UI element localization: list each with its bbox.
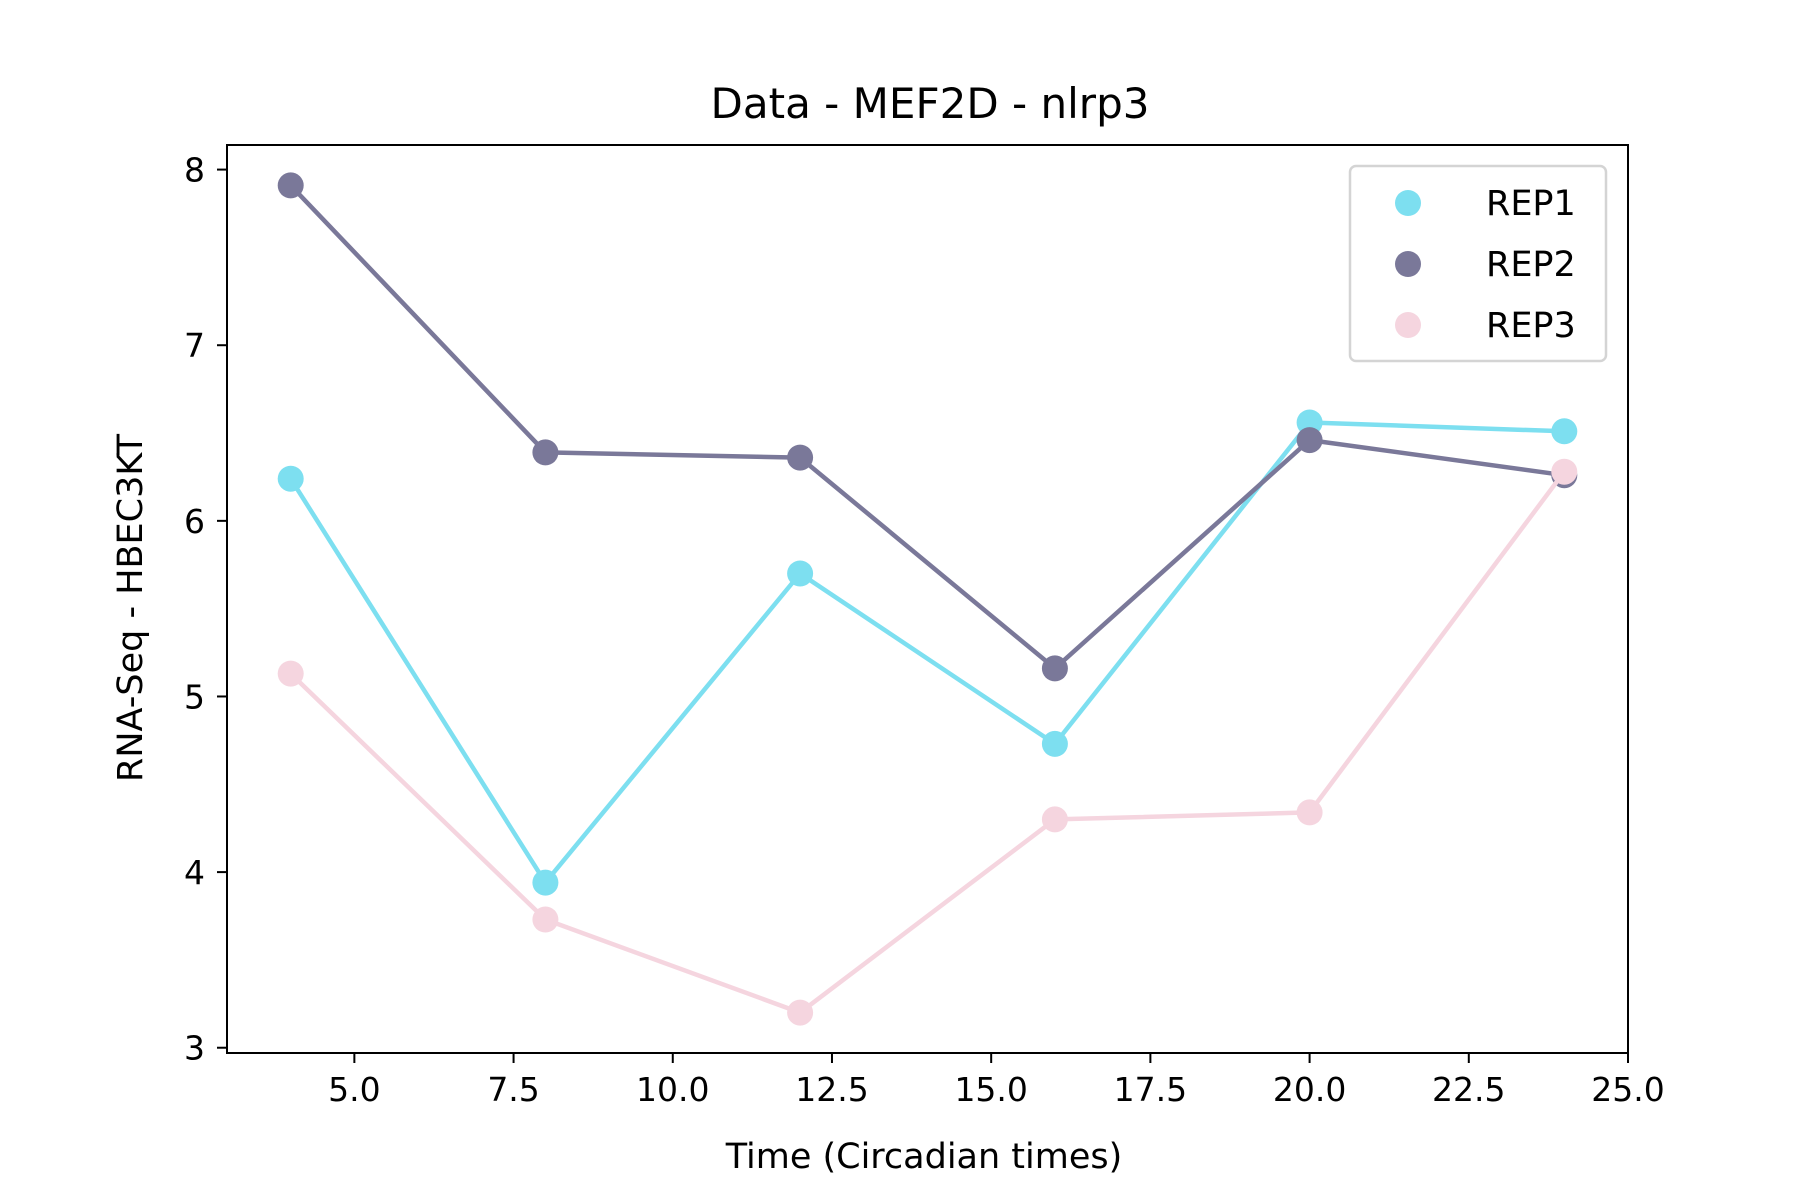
- legend-label-rep3: REP3: [1486, 306, 1576, 346]
- x-tick-label: 25.0: [1591, 1070, 1664, 1109]
- x-tick-label: 10.0: [636, 1070, 709, 1109]
- data-point-rep1: [1551, 418, 1578, 445]
- series-line-rep2: [289, 183, 1565, 671]
- y-tick-label: 4: [184, 853, 205, 892]
- x-tick-label: 7.5: [487, 1070, 539, 1109]
- data-point-rep1: [1041, 730, 1068, 757]
- series-line-rep1: [288, 420, 1565, 885]
- series-line-rep3: [289, 470, 1567, 1015]
- axes-frame: [226, 144, 1629, 1054]
- axes: 5.0 7.5 10.0 12.5 15.0 17.5 20.0 22.5 25.0 3 4 5 6 7 8: [184, 144, 1665, 1109]
- data-point-rep3: [1296, 799, 1323, 826]
- x-tick-label: 12.5: [795, 1070, 868, 1109]
- legend-box: [1348, 164, 1608, 363]
- y-tick-label: 6: [184, 502, 205, 541]
- y-tick-label: 8: [184, 151, 205, 190]
- x-axis-label: Time (Circadian times): [725, 1137, 1123, 1177]
- data-point-rep1: [532, 869, 559, 896]
- data-point-rep2: [1041, 655, 1068, 682]
- data-point-rep2: [1296, 427, 1323, 454]
- chart-title: Data - MEF2D - nlrp3: [711, 79, 1150, 128]
- data-point-rep3: [1551, 458, 1578, 485]
- y-tick-label: 7: [184, 326, 205, 365]
- data-point-rep3: [532, 906, 559, 933]
- plot-area: [277, 172, 1578, 1026]
- x-tick-label: 5.0: [328, 1070, 380, 1109]
- legend-label-rep2: REP2: [1486, 245, 1576, 285]
- legend: REP1 REP2 REP3: [1348, 164, 1608, 363]
- y-tick-label: 5: [184, 677, 205, 716]
- data-point-rep1: [787, 560, 814, 587]
- data-point-rep1: [277, 465, 304, 492]
- legend-marker-rep3: [1395, 312, 1421, 338]
- legend-label-rep1: REP1: [1486, 184, 1576, 224]
- x-tick-label: 15.0: [954, 1070, 1027, 1109]
- data-point-rep2: [277, 172, 304, 199]
- legend-marker-rep2: [1395, 251, 1421, 277]
- data-point-rep3: [787, 999, 814, 1026]
- y-axis-label: RNA-Seq - HBEC3KT: [111, 433, 151, 782]
- legend-marker-rep1: [1395, 190, 1421, 216]
- x-tick-label: 22.5: [1432, 1070, 1505, 1109]
- data-point-rep2: [532, 439, 559, 466]
- data-point-rep2: [787, 444, 814, 471]
- y-tick-label: 3: [184, 1029, 205, 1068]
- data-point-rep3: [277, 660, 304, 687]
- x-tick-label: 17.5: [1114, 1070, 1187, 1109]
- x-tick-label: 20.0: [1273, 1070, 1346, 1109]
- data-point-rep3: [1041, 806, 1068, 833]
